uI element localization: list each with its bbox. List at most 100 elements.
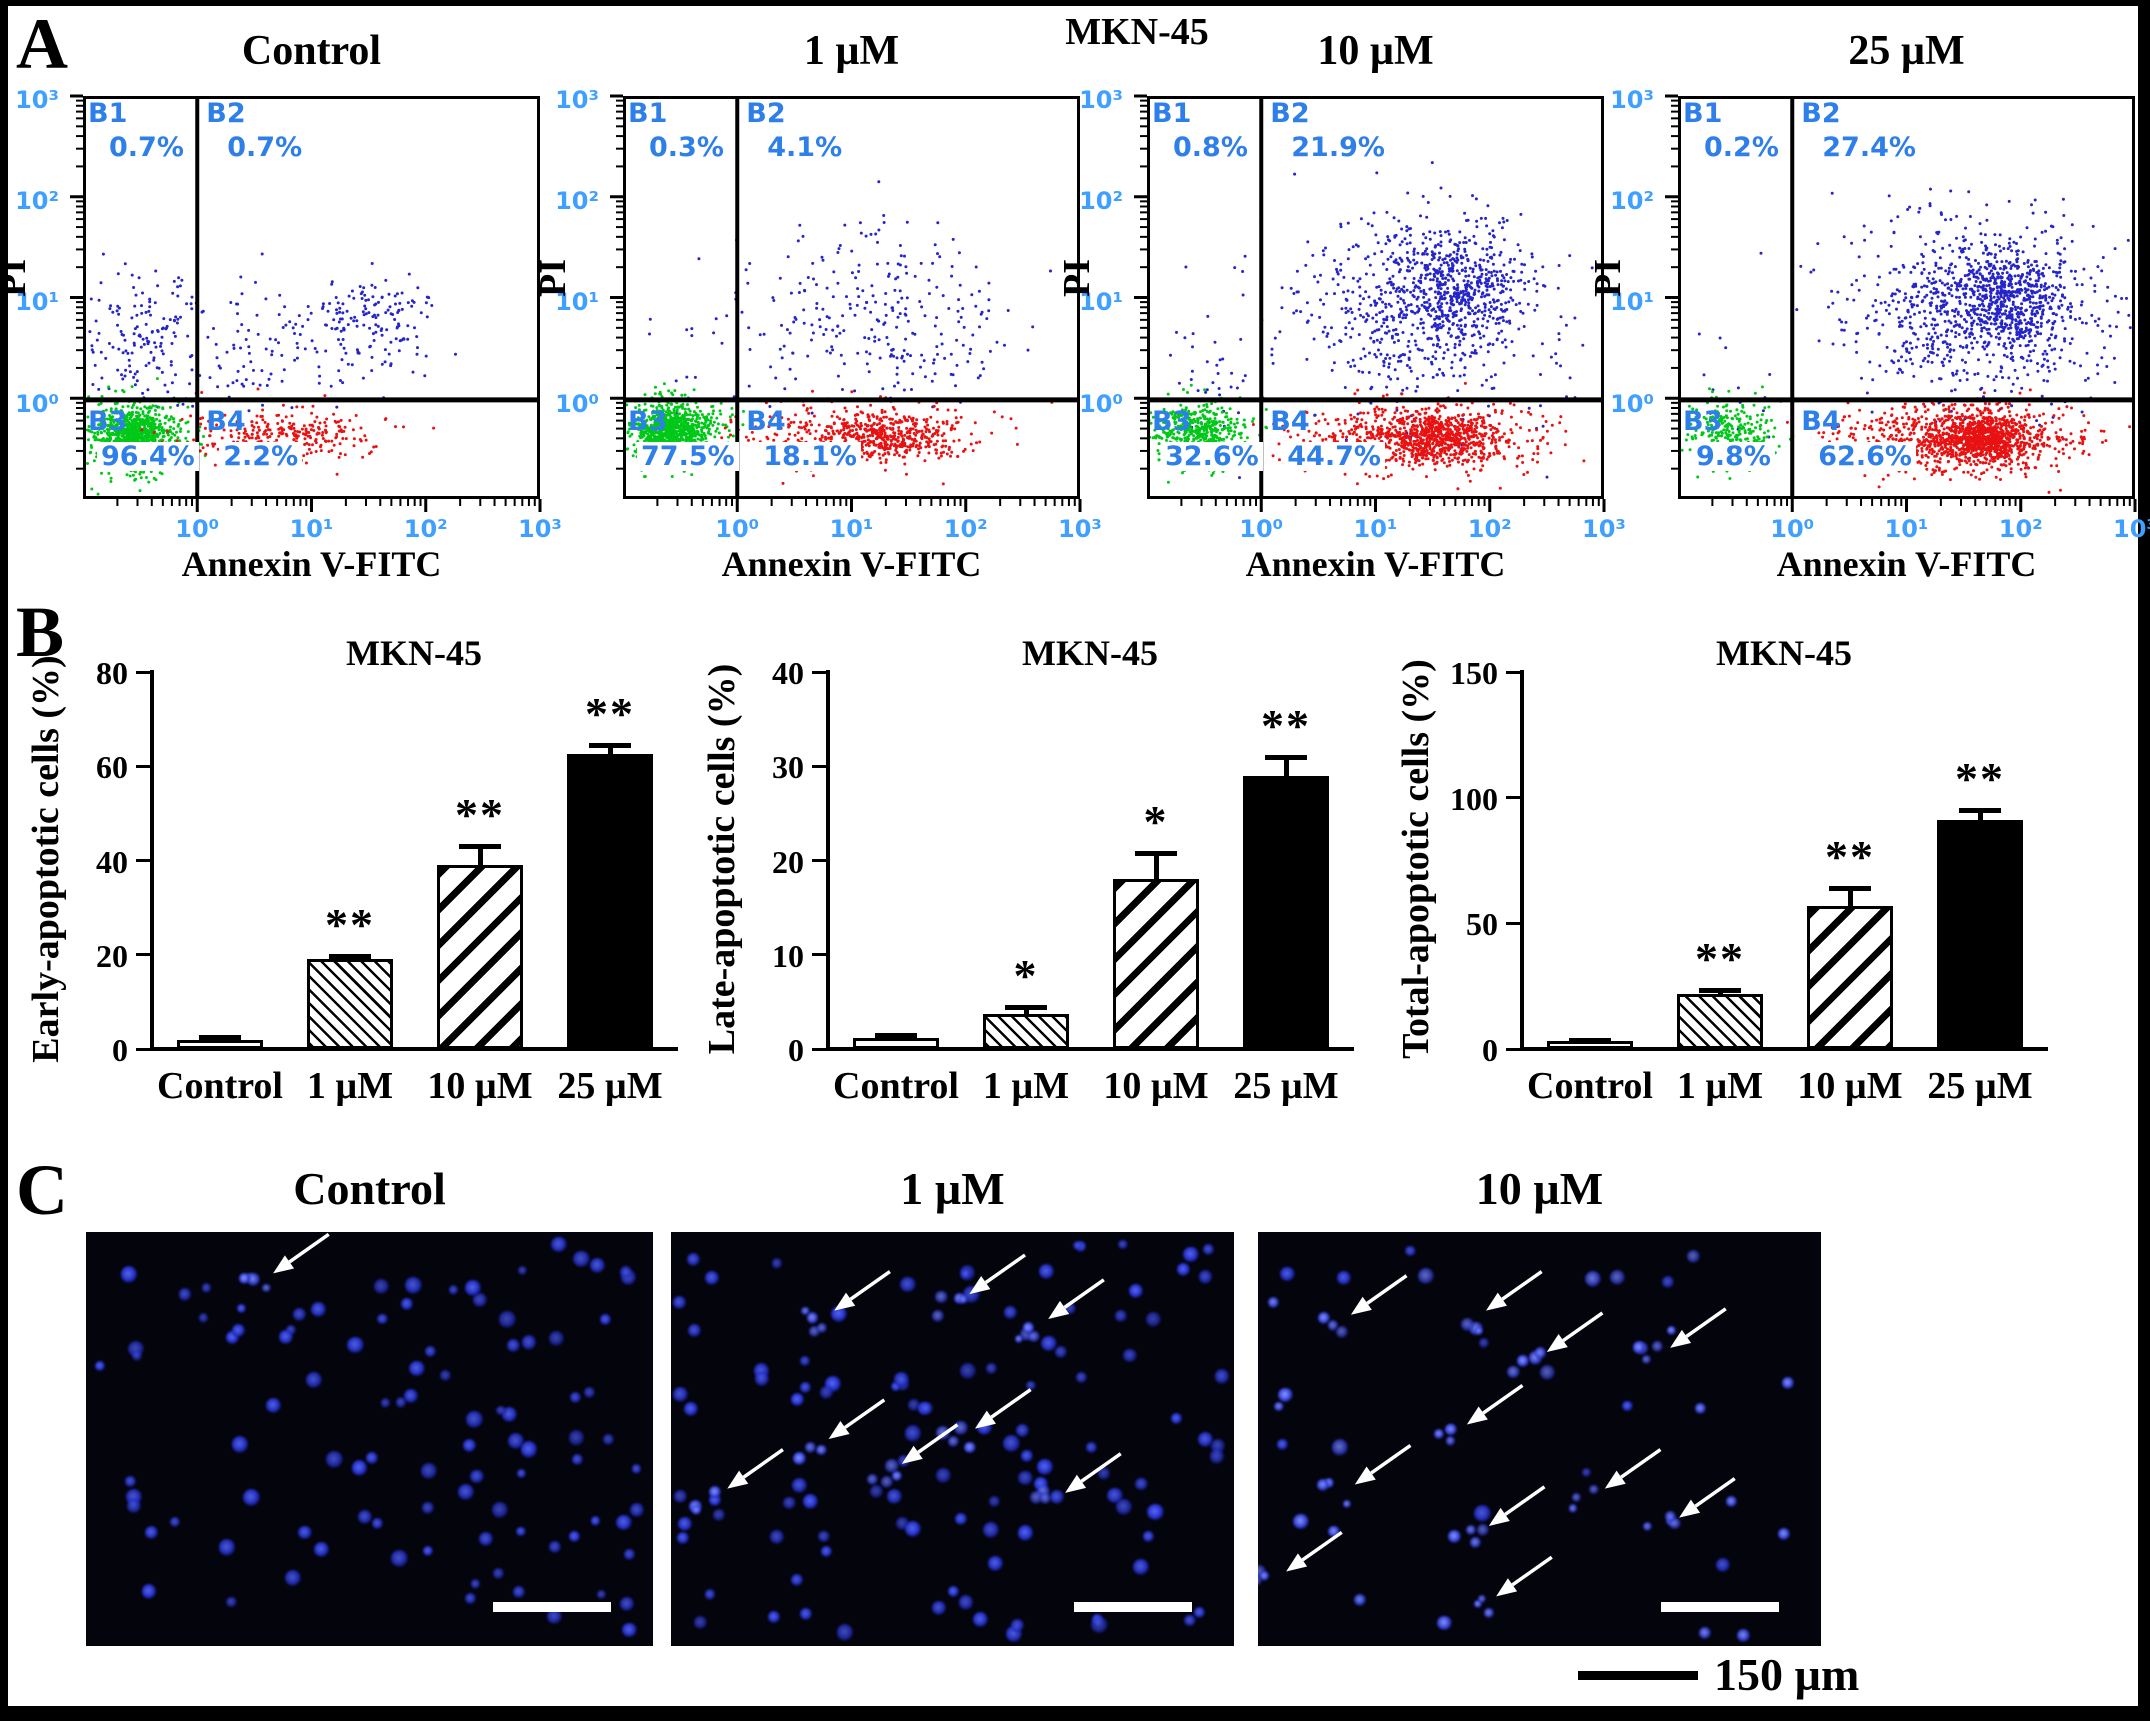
flow-ytick-0-1: 10² (15, 186, 59, 215)
nucleus (457, 1483, 474, 1500)
nucleus (886, 1488, 902, 1504)
bar-ytick-mark-1-3 (812, 764, 826, 768)
bar-ytick-mark-2-1 (1506, 921, 1520, 925)
flow-xtick-3-3: 10³ (2113, 515, 2150, 543)
bar-ytick-mark-1-0 (812, 1047, 826, 1051)
nucleus (169, 1516, 181, 1527)
quadrant-b3-name-2: B3 (1152, 405, 1192, 437)
nucleus (1214, 1369, 1230, 1384)
flow-xtick-2-0: 10⁰ (1239, 515, 1284, 543)
bar-ytick-mark-0-2 (136, 859, 150, 862)
nucleus (672, 1386, 689, 1403)
nucleus (403, 1389, 418, 1404)
quadrant-b1-name-1: B1 (628, 98, 668, 129)
nucleus (597, 1590, 607, 1600)
bar-errorbar-cap-2-2 (1829, 886, 1871, 892)
nucleus (466, 1411, 483, 1428)
nucleus (1037, 1459, 1054, 1475)
bar-ytick-label-2-1: 50 (1466, 906, 1498, 943)
nucleus (947, 1586, 959, 1598)
bar-ytick-mark-1-2 (812, 859, 826, 862)
nucleus (768, 1610, 781, 1623)
arrow-icon (273, 1255, 295, 1274)
nucleus (932, 1309, 945, 1322)
nucleus (1342, 1499, 1352, 1508)
bar-errorbar-cap-1-0 (875, 1032, 917, 1038)
flow-xlabel-3: Annexin V-FITC (1776, 544, 2037, 584)
nucleus (1661, 1275, 1674, 1288)
bar-ytick-mark-0-1 (136, 953, 150, 957)
nucleus (805, 1441, 817, 1453)
bar-errorbar-cap-2-0 (1569, 1037, 1611, 1043)
nucleus (1448, 1530, 1462, 1543)
bar-1-0 (853, 1037, 939, 1049)
micrograph-scalebar-0 (493, 1602, 611, 1612)
nucleus (770, 1530, 785, 1545)
flow-ytick-3-1: 10² (1610, 186, 1654, 215)
nucleus (964, 1441, 976, 1454)
nucleus (631, 1464, 642, 1474)
nucleus (305, 1371, 322, 1388)
bar-ytick-label-0-0: 0 (112, 1032, 128, 1068)
flow-plot-title-1: 1 µM (803, 28, 900, 74)
arrows-overlay-0 (273, 1232, 330, 1274)
bar-category-0-3: 25 µM (557, 1065, 663, 1107)
flow-ytick-0-2: 10¹ (15, 287, 59, 316)
bar-errorbar-stem-2-2 (1847, 888, 1853, 906)
nucleus (1777, 1527, 1791, 1541)
bar-chart-title-2: MKN-45 (1716, 633, 1852, 673)
flow-xtick-2-1: 10¹ (1353, 515, 1398, 543)
nucleus (1589, 1484, 1599, 1494)
nucleus (1075, 1371, 1087, 1383)
nucleus (520, 1441, 538, 1458)
bar-0-1 (307, 959, 393, 1049)
bar-errorbar-cap-0-2 (459, 844, 501, 850)
bar-baseline-1 (826, 1047, 1354, 1051)
nucleus (314, 1541, 330, 1557)
nucleus (366, 1452, 378, 1464)
arrow-icon (901, 1445, 923, 1464)
flow-ytick-2-1: 10² (1079, 186, 1123, 215)
nucleus (907, 1398, 920, 1411)
quadrant-b1-name-0: B1 (88, 98, 128, 129)
flow-xtick-0-1: 10¹ (289, 515, 334, 543)
bar-errorbar-cap-0-3 (589, 743, 631, 749)
nucleus (674, 1489, 688, 1503)
bar-errorbar-cap-1-1 (1005, 1004, 1047, 1010)
nucleus (1687, 1249, 1701, 1264)
nucleus (904, 1425, 922, 1442)
nucleus (959, 1362, 976, 1379)
nucleus (704, 1589, 716, 1600)
nucleus (676, 1532, 689, 1545)
bar-significance-0-3: ** (585, 688, 635, 740)
nucleus (1726, 1495, 1738, 1508)
nucleus (470, 1469, 484, 1484)
arrow-icon (1488, 1507, 1510, 1526)
nucleus (693, 1615, 708, 1630)
bar-1-3 (1243, 775, 1329, 1049)
flow-xtick-3-0: 10⁰ (1770, 515, 1815, 543)
nucleus (517, 1468, 527, 1478)
nucleus (935, 1290, 948, 1303)
bar-yaxis-0 (150, 670, 154, 1051)
bar-errorbar-cap-2-3 (1959, 808, 2001, 814)
nucleus (936, 1468, 952, 1484)
panel-c-label: C (16, 1150, 68, 1230)
nucleus (791, 1478, 807, 1494)
nucleus (1572, 1492, 1582, 1502)
nucleus (1584, 1270, 1602, 1288)
nucleus (513, 1586, 525, 1598)
arrow-icon (1466, 1406, 1488, 1425)
nucleus (989, 1495, 1001, 1507)
nucleus (496, 1406, 506, 1416)
nucleus (800, 1607, 813, 1620)
flow-ytick-0-0: 10³ (15, 86, 59, 114)
flow-ylabel-1: PI (532, 259, 574, 297)
nucleus (518, 1265, 528, 1275)
nucleus (1184, 1614, 1196, 1627)
bar-ytick-label-1-0: 0 (788, 1032, 804, 1068)
nucleus (1029, 1491, 1043, 1505)
flow-ylabel-0: PI (0, 259, 34, 297)
nucleus (801, 1306, 810, 1316)
bar-significance-2-3: ** (1955, 753, 2005, 805)
